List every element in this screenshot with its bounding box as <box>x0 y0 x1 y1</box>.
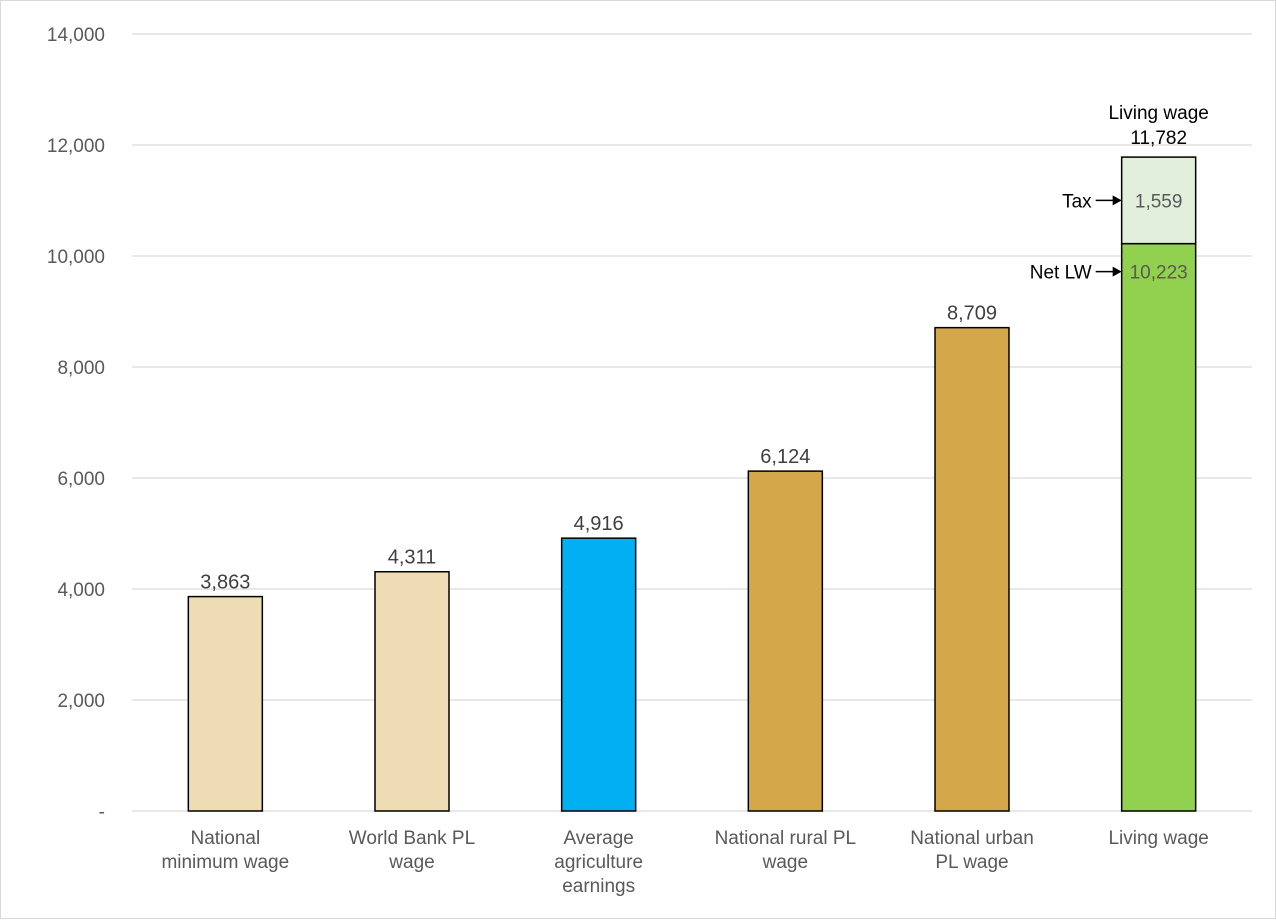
total-label-title: Living wage <box>1108 103 1208 124</box>
net-lw-value-label: 10,223 <box>1130 263 1188 284</box>
bar-value-label: 8,709 <box>947 303 997 325</box>
bar-value-label: 6,124 <box>760 446 810 468</box>
y-tick-label: 8,000 <box>57 358 105 379</box>
x-category-label: Living wage <box>1108 828 1208 849</box>
bar-value-label: 4,916 <box>574 513 624 535</box>
y-tick-label: 2,000 <box>57 691 105 712</box>
annotation-arrowhead <box>1112 195 1122 206</box>
bar <box>934 326 1010 812</box>
x-axis-category-labels: National minimum wage World Bank PL wage Ave… <box>161 828 1208 897</box>
x-category-label: World Bank PL wage <box>349 828 475 873</box>
y-tick-label: 14,000 <box>47 25 105 46</box>
x-category-label: Average agriculture earnings <box>554 828 643 897</box>
annotation-arrowhead <box>1112 266 1122 277</box>
gridlines <box>132 33 1252 812</box>
x-category-label: National rural PL wage <box>715 828 857 873</box>
y-axis-tick-labels: - 2,000 4,000 6,000 8,000 10,000 12,000 14,000 <box>47 25 105 823</box>
tax-value-label: 1,559 <box>1135 191 1183 212</box>
net-lw-annotation: Net LW <box>1030 263 1092 284</box>
bar-value-label: 3,863 <box>200 572 250 594</box>
bar <box>747 470 824 812</box>
bar <box>374 570 450 812</box>
tax-annotation: Tax <box>1062 191 1092 212</box>
annotations: Net LW Tax <box>1030 191 1122 284</box>
bar <box>187 595 264 812</box>
y-tick-label: 10,000 <box>47 247 105 268</box>
bars <box>187 156 1197 812</box>
x-category-label: National urban PL wage <box>910 828 1034 873</box>
y-tick-label: 4,000 <box>57 580 105 601</box>
total-label-value: 11,782 <box>1130 128 1187 149</box>
bar-value-label: 4,311 <box>388 547 437 569</box>
data-labels: 3,863 4,311 4,916 6,124 8,709 10,223 1,559 Livi… <box>200 103 1209 594</box>
bar <box>560 537 637 812</box>
y-tick-label: - <box>99 802 105 823</box>
y-tick-label: 12,000 <box>47 136 105 157</box>
y-tick-label: 6,000 <box>57 469 105 490</box>
x-category-label: National minimum wage <box>161 828 289 873</box>
bar-segment-net-lw <box>1120 242 1197 812</box>
